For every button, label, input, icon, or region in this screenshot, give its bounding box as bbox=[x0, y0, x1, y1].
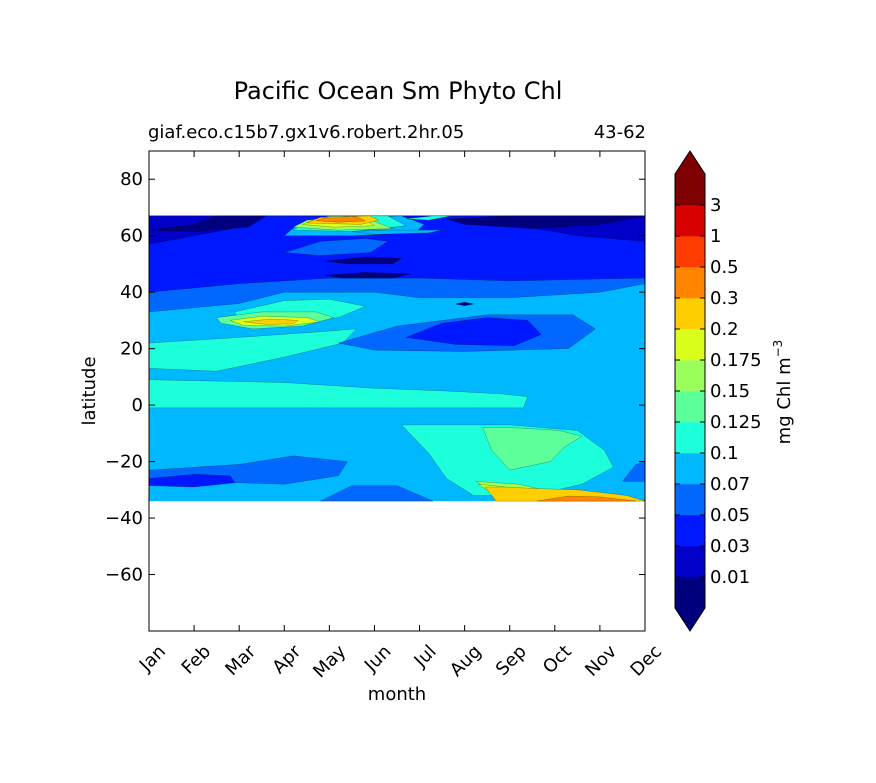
colorbar-label-main: mg Chl m bbox=[774, 357, 795, 444]
colorbar-tick-label: 0.07 bbox=[710, 474, 750, 495]
colorbar-segment bbox=[675, 236, 705, 268]
contour-region bbox=[351, 229, 443, 235]
colorbar-tick-label: 3 bbox=[710, 195, 721, 216]
colorbar-segment bbox=[675, 391, 705, 423]
contour-region bbox=[622, 461, 645, 482]
colorbar-tick-label: 1 bbox=[710, 226, 721, 247]
y-tick-label: −40 bbox=[105, 508, 143, 529]
colorbar-under-arrow bbox=[675, 608, 705, 631]
contour-region bbox=[446, 215, 645, 229]
colorbar-tick-label: 0.03 bbox=[710, 536, 750, 557]
colorbar-segment bbox=[675, 298, 705, 330]
y-tick-label: 80 bbox=[120, 169, 143, 190]
colorbar-label-exponent: −3 bbox=[771, 340, 785, 358]
colorbar-tick-label: 0.3 bbox=[710, 288, 739, 309]
y-tick-label: −60 bbox=[105, 565, 143, 586]
chart-title: Pacific Ocean Sm Phyto Chl bbox=[234, 77, 563, 105]
colorbar-segment bbox=[675, 174, 705, 206]
colorbar-segment bbox=[675, 205, 705, 237]
colorbar-segment bbox=[675, 360, 705, 392]
colorbar-segment bbox=[675, 577, 705, 609]
contour-region bbox=[243, 318, 299, 325]
colorbar-outline bbox=[674, 150, 706, 632]
y-tick-label: 60 bbox=[120, 226, 143, 247]
contour-region bbox=[149, 474, 235, 488]
contour-region bbox=[149, 215, 267, 232]
colorbar-segment bbox=[675, 422, 705, 454]
colorbar-tick-label: 0.01 bbox=[710, 567, 750, 588]
contour-region bbox=[405, 215, 452, 221]
colorbar-segment bbox=[675, 515, 705, 547]
colorbar-segment bbox=[675, 329, 705, 361]
colorbar-segment bbox=[675, 484, 705, 516]
contour-region bbox=[324, 272, 411, 279]
colorbar-label: mg Chl m−3 bbox=[771, 340, 795, 445]
colorbar-segment bbox=[675, 267, 705, 299]
colorbar-tick-label: 0.15 bbox=[710, 381, 750, 402]
colorbar-tick-label: 0.5 bbox=[710, 257, 739, 278]
colorbar-tick-label: 0.2 bbox=[710, 319, 739, 340]
colorbar-segment bbox=[675, 453, 705, 485]
contour-region bbox=[536, 495, 637, 502]
contour-region bbox=[405, 317, 542, 346]
chart-subtitle-right: 43-62 bbox=[594, 122, 646, 143]
y-tick-label: 0 bbox=[132, 395, 143, 416]
y-tick-label: −20 bbox=[105, 452, 143, 473]
colorbar-tick-label: 0.1 bbox=[710, 443, 739, 464]
chart-subtitle-left: giaf.eco.c15b7.gx1v6.robert.2hr.05 bbox=[148, 122, 464, 143]
contour-field bbox=[149, 215, 645, 502]
contour-region bbox=[324, 256, 403, 265]
y-axis: 80 60 40 20 0 −20 −40 −60 bbox=[105, 169, 645, 586]
contour-region bbox=[284, 238, 389, 256]
y-tick-label: 40 bbox=[120, 282, 143, 303]
contour-region bbox=[149, 379, 529, 409]
colorbar-tick-label: 0.05 bbox=[710, 505, 750, 526]
y-tick-label: 20 bbox=[120, 339, 143, 360]
colorbar-tick-label: 0.175 bbox=[710, 350, 762, 371]
contour-region bbox=[315, 216, 367, 223]
colorbar-tick-label: 0.125 bbox=[710, 412, 762, 433]
plot-area bbox=[148, 150, 646, 632]
contour-region bbox=[320, 485, 434, 502]
x-axis-label: month bbox=[368, 684, 426, 705]
contour-region bbox=[455, 301, 474, 306]
contour-region bbox=[482, 427, 583, 471]
colorbar: 0.01 0.03 0.05 0.07 0.1 0.125 0.15 0.175 0.2 0.3 0… bbox=[674, 150, 762, 632]
y-axis-label: latitude bbox=[79, 356, 100, 425]
colorbar-segment bbox=[675, 546, 705, 578]
plot-frame bbox=[148, 150, 646, 632]
colorbar-over-arrow bbox=[675, 151, 705, 174]
